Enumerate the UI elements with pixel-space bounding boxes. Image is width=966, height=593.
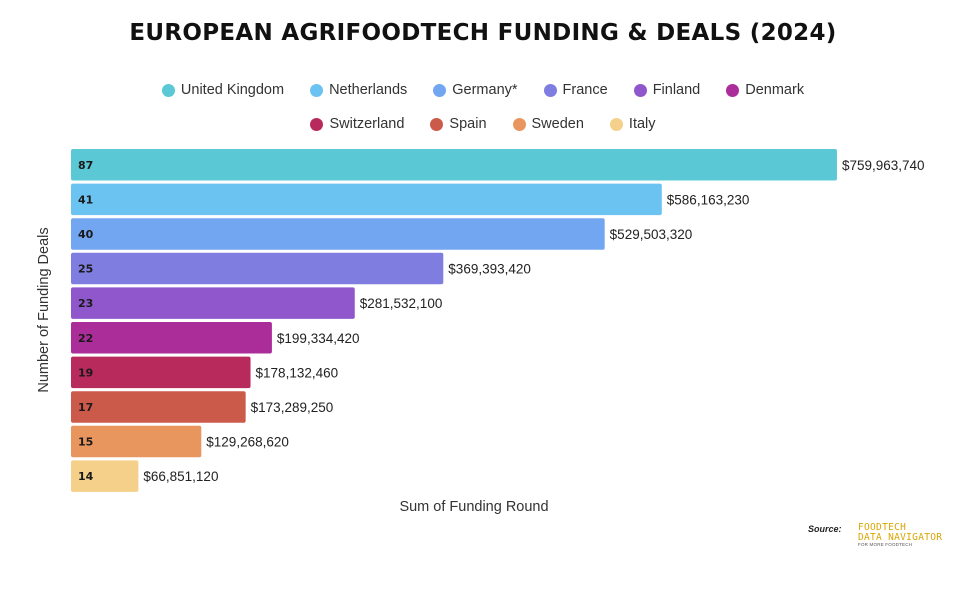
foodtech-data-navigator-logo: FOODTECH DATA NAVIGATOR FOR MORE FOODTEC… bbox=[858, 523, 948, 548]
source-label: Source: bbox=[808, 524, 842, 534]
legend-item: Netherlands bbox=[310, 82, 407, 98]
legend-row-1: United Kingdom Netherlands Germany* Fran… bbox=[0, 82, 966, 98]
legend-dot-icon bbox=[433, 83, 447, 97]
logo-text-line-1: FOODTECH bbox=[858, 522, 907, 533]
bar-germany bbox=[71, 218, 605, 250]
bar-united-kingdom bbox=[71, 149, 837, 181]
funding-value-label: $173,289,250 bbox=[251, 400, 334, 415]
legend-label: Italy bbox=[628, 116, 656, 132]
bar-france bbox=[71, 252, 444, 285]
bar-netherlands bbox=[71, 183, 662, 216]
bar-spain bbox=[71, 391, 246, 423]
legend-dot-icon bbox=[512, 117, 526, 131]
funding-value-label: $369,393,420 bbox=[448, 262, 531, 277]
legend-dot-icon bbox=[161, 83, 175, 97]
legend-label: Denmark bbox=[745, 82, 805, 98]
deal-count-label: 25 bbox=[78, 263, 93, 276]
bar-denmark bbox=[71, 322, 272, 354]
legend-dot-icon bbox=[310, 83, 324, 97]
legend-item: France bbox=[543, 82, 608, 98]
bar-sweden bbox=[71, 425, 202, 458]
legend-dot-icon bbox=[543, 83, 557, 97]
funding-value-label: $66,851,120 bbox=[143, 469, 218, 484]
funding-value-label: $759,963,740 bbox=[842, 158, 925, 173]
funding-value-label: $281,532,100 bbox=[360, 296, 443, 311]
deal-count-label: 87 bbox=[78, 159, 93, 172]
legend-dot-icon bbox=[726, 83, 740, 97]
legend-dot-icon bbox=[430, 117, 444, 131]
deal-count-label: 14 bbox=[78, 470, 94, 483]
legend-item: Sweden bbox=[512, 116, 584, 132]
logo-text-line-2: DATA NAVIGATOR bbox=[858, 531, 943, 543]
legend-item: Italy bbox=[609, 116, 656, 132]
legend-label: Switzerland bbox=[329, 116, 405, 132]
bar-switzerland bbox=[71, 356, 251, 389]
deal-count-label: 19 bbox=[78, 366, 93, 379]
deal-count-label: 23 bbox=[78, 297, 93, 310]
legend-item: United Kingdom bbox=[161, 82, 285, 98]
legend-label: Germany* bbox=[452, 82, 518, 98]
funding-value-label: $529,503,320 bbox=[610, 227, 693, 242]
legend-label: Sweden bbox=[531, 116, 584, 132]
legend-item: Germany* bbox=[433, 82, 518, 98]
legend-item: Denmark bbox=[726, 82, 804, 98]
funding-value-label: $129,268,620 bbox=[206, 435, 289, 450]
funding-value-label: $199,334,420 bbox=[277, 331, 360, 346]
legend-dot-icon bbox=[310, 117, 324, 131]
legend-item: Finland bbox=[633, 82, 701, 98]
legend-label: Spain bbox=[449, 116, 487, 132]
funding-value-label: $586,163,230 bbox=[667, 192, 750, 207]
y-axis-label: Number of Funding Deals bbox=[36, 227, 52, 393]
deal-count-label: 15 bbox=[78, 436, 93, 449]
legend-label: France bbox=[562, 82, 608, 98]
bar-finland bbox=[71, 287, 355, 319]
x-axis-label: Sum of Funding Round bbox=[399, 499, 549, 515]
legend-dot-icon bbox=[633, 83, 647, 97]
chart-title: EUROPEAN AGRIFOODTECH FUNDING & DEALS (2… bbox=[129, 20, 837, 46]
logo-subtext: FOR MORE FOODTECH bbox=[858, 542, 913, 547]
deal-count-label: 17 bbox=[78, 401, 93, 414]
legend-label: United Kingdom bbox=[180, 82, 285, 98]
legend-item: Spain bbox=[430, 116, 487, 132]
legend-label: Finland bbox=[652, 82, 701, 98]
deal-count-label: 40 bbox=[78, 228, 94, 241]
deal-count-label: 41 bbox=[78, 193, 93, 206]
bar-italy bbox=[71, 460, 139, 492]
deal-count-label: 22 bbox=[78, 332, 93, 345]
legend-label: Netherlands bbox=[329, 82, 408, 98]
legend-row-2: Switzerland Spain Sweden Italy bbox=[0, 116, 966, 132]
legend-dot-icon bbox=[609, 117, 623, 131]
funding-value-label: $178,132,460 bbox=[256, 365, 339, 380]
legend-item: Switzerland bbox=[310, 116, 404, 132]
